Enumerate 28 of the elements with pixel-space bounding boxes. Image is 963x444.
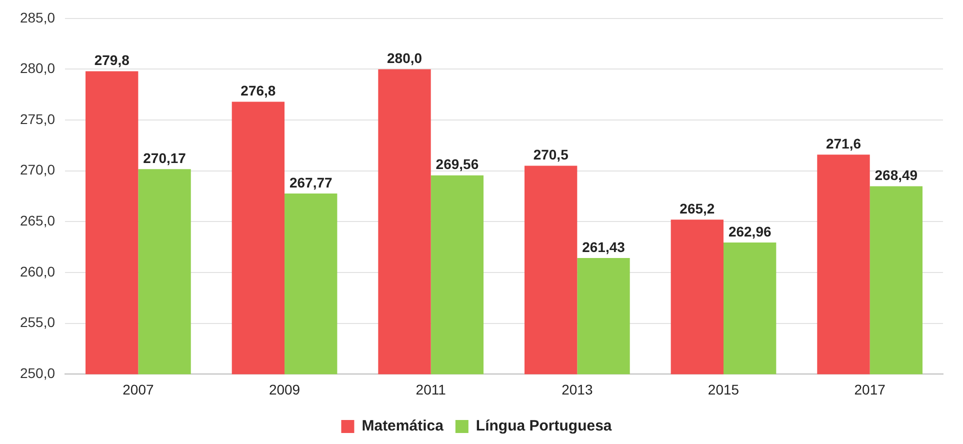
data-label: 269,56 (436, 156, 479, 172)
data-label: 267,77 (289, 174, 332, 190)
y-tick-label: 255,0 (20, 314, 56, 330)
data-label: 265,2 (680, 200, 715, 217)
data-label: 271,6 (826, 135, 862, 152)
legend-label: Matemática (362, 418, 444, 435)
y-tick-label: 265,0 (20, 212, 56, 229)
y-tick-label: 270,0 (20, 162, 56, 178)
x-tick-label: 2017 (854, 381, 886, 398)
x-tick-label: 2013 (562, 381, 593, 398)
x-tick-label: 2009 (268, 381, 300, 398)
data-label: 270,5 (533, 146, 569, 163)
data-label: 262,96 (728, 223, 772, 240)
y-tick-label: 275,0 (20, 110, 56, 127)
y-tick-label: 285,0 (20, 9, 56, 26)
data-label: 279,8 (94, 52, 130, 68)
y-tick-label: 250,0 (20, 365, 56, 382)
y-tick-label: 260,0 (20, 263, 56, 280)
x-tick-label: 2007 (122, 381, 154, 398)
data-label: 276,8 (240, 82, 276, 99)
x-tick-label: 2015 (708, 381, 740, 398)
data-label: 270,17 (143, 150, 186, 166)
y-tick-label: 280,0 (20, 60, 56, 76)
x-tick-label: 2011 (416, 381, 446, 398)
legend-label: Língua Portuguesa (476, 418, 612, 435)
data-label: 268,49 (874, 167, 918, 184)
data-label: 261,43 (582, 238, 626, 255)
data-label: 280,0 (386, 50, 422, 66)
